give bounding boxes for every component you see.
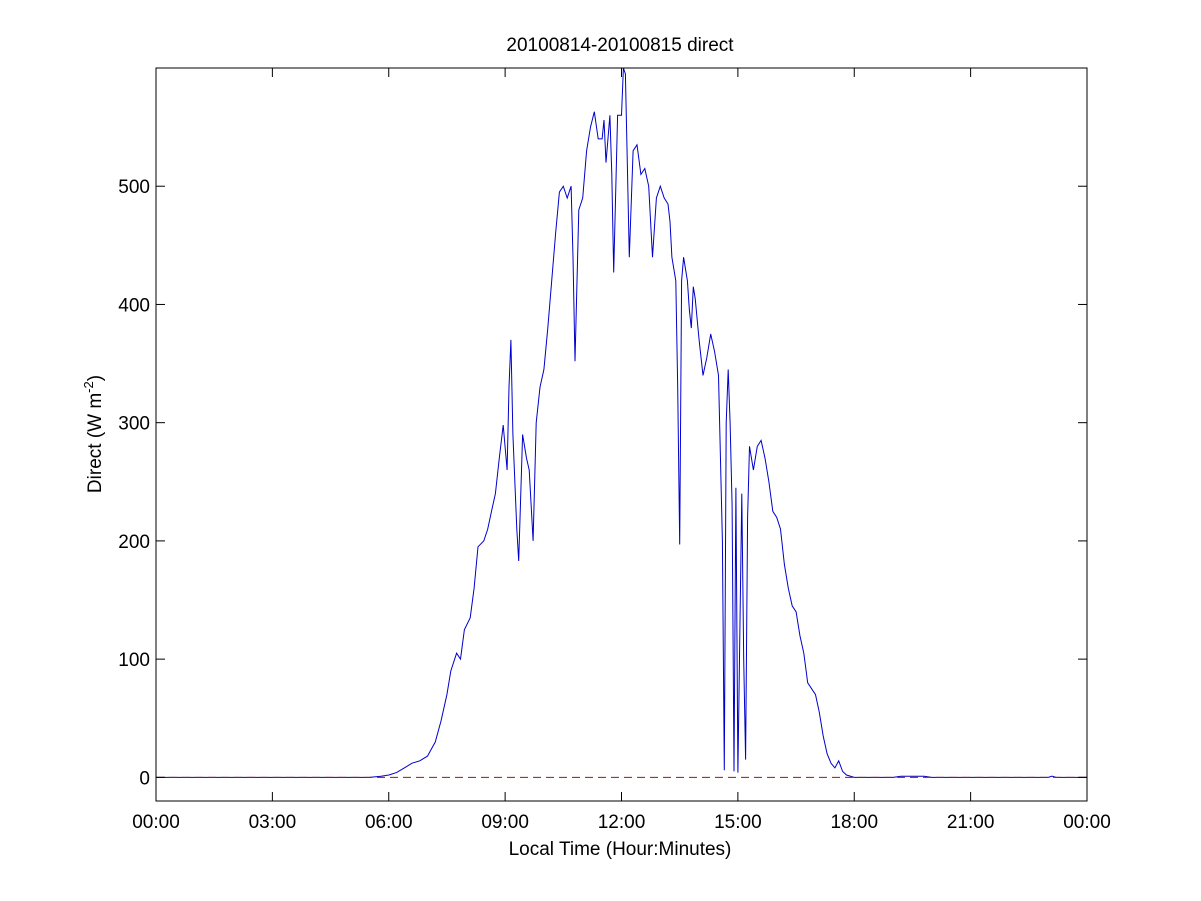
y-tick-label: 500 bbox=[118, 177, 150, 198]
x-tick-label: 21:00 bbox=[947, 812, 995, 833]
plot-area bbox=[156, 67, 1087, 778]
x-tick-label: 00:00 bbox=[1063, 812, 1111, 833]
x-tick-label: 09:00 bbox=[481, 812, 529, 833]
x-tick-label: 12:00 bbox=[598, 812, 646, 833]
x-tick-label: 00:00 bbox=[132, 812, 180, 833]
x-tick-label: 03:00 bbox=[249, 812, 297, 833]
y-axis-label-close: ) bbox=[85, 375, 106, 381]
y-tick-label: 200 bbox=[118, 532, 150, 553]
y-tick-label: 0 bbox=[139, 768, 150, 789]
y-tick-label: 400 bbox=[118, 295, 150, 316]
direct-irradiance-series bbox=[156, 67, 1087, 778]
y-tick-label: 100 bbox=[118, 650, 150, 671]
chart-title: 20100814-20100815 direct bbox=[506, 35, 734, 56]
y-axis-label: Direct (W m-2) bbox=[81, 375, 106, 493]
y-tick-label: 300 bbox=[118, 414, 150, 435]
x-tick-label: 15:00 bbox=[714, 812, 762, 833]
x-axis-label: Local Time (Hour:Minutes) bbox=[509, 839, 732, 860]
y-axis-label-main: Direct (W m bbox=[85, 393, 106, 493]
y-axis-label-superscript: -2 bbox=[81, 381, 96, 393]
x-tick-label: 06:00 bbox=[365, 812, 413, 833]
axis-ticks: 00:00 03:00 06:00 09:00 12:00 15:00 18:00 21:00… bbox=[118, 68, 1111, 833]
x-tick-label: 18:00 bbox=[830, 812, 878, 833]
